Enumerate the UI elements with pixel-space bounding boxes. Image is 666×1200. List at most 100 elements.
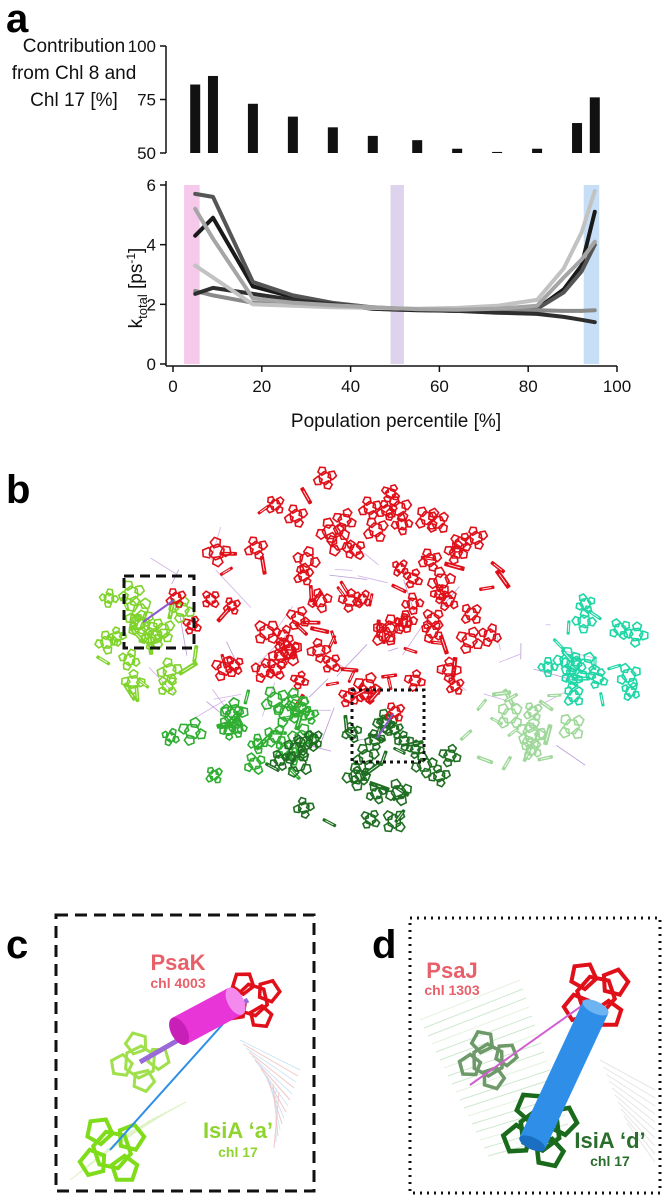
edge-detail [482, 587, 492, 590]
bar-ylabel-line-1: Contribution [23, 36, 125, 57]
bar-axes: 50 75 100 [128, 37, 167, 163]
pyrrole-ring [386, 702, 397, 712]
pyrrole-ring [368, 728, 378, 739]
chlorophyll-glyph [523, 702, 543, 721]
pyrrole-ring [275, 670, 285, 681]
pyrrole-ring [378, 519, 389, 532]
connection-line [213, 693, 242, 700]
pyrrole-ring [297, 605, 308, 617]
edge-detail [313, 628, 326, 632]
bar [532, 148, 543, 153]
macrocycle-ring [348, 543, 362, 557]
pyrrole-ring [152, 618, 164, 630]
pyrrole-ring [399, 730, 408, 739]
bar [247, 103, 258, 153]
pyrrole-ring [215, 767, 224, 776]
macrocycle-ring [223, 724, 235, 737]
pyrrole-ring [350, 695, 360, 705]
macrocycle-ring [387, 813, 402, 830]
pyrrole-ring [117, 1122, 147, 1152]
chlorophyll-edge-glyph [219, 566, 233, 576]
edge-detail [310, 588, 312, 599]
macrocycle-ring [273, 754, 287, 767]
pyrrole-ring [619, 662, 631, 674]
line-xtick-label: 40 [341, 377, 360, 396]
chlorophyll-edge-glyph [300, 486, 313, 505]
pyrrole-ring [257, 978, 282, 1004]
bar [190, 84, 201, 153]
highlight-band [390, 185, 404, 364]
macrocycle-ring [448, 545, 464, 559]
pyrrole-ring [397, 526, 407, 536]
macrocycle-ring [390, 500, 407, 517]
pyrrole-ring [416, 677, 426, 687]
chlorophyll-edge-glyph [134, 684, 140, 702]
pyrrole-ring [290, 641, 303, 654]
chlorophyll-glyph [289, 670, 310, 691]
pyrrole-ring [287, 504, 299, 515]
pyrrole-ring [528, 716, 541, 729]
bar-chart: Contribution from Chl 8 and Chl 17 [%] 5… [12, 36, 600, 163]
bg-line [123, 1101, 187, 1136]
pyrrole-ring [496, 716, 509, 729]
edge-detail [448, 564, 461, 569]
chlorophyll-glyph [292, 545, 321, 574]
pyrrole-ring [346, 517, 357, 528]
panel-c-molecules [77, 972, 282, 1182]
chlorophyll-glyph [421, 620, 444, 644]
chlorophyll-edge-glyph [507, 727, 520, 737]
chlorophyll-edge-glyph [391, 583, 407, 594]
pyrrole-ring [297, 796, 307, 806]
macrocycle-ring [566, 657, 581, 673]
cylinder-end [519, 1135, 546, 1152]
pyrrole-ring [596, 667, 606, 678]
bg-line [254, 1059, 291, 1101]
pyrrole-ring [405, 619, 413, 629]
pyrrole-ring [234, 657, 244, 667]
chlorophyll-edge-glyph [490, 560, 506, 574]
pyrrole-ring [472, 603, 482, 614]
edge-detail [303, 490, 310, 501]
line-xtick-label: 80 [519, 377, 538, 396]
macrocycle-ring [394, 562, 407, 574]
edge-detail [261, 559, 265, 571]
macrocycle-ring [247, 756, 262, 771]
connection-line [329, 574, 368, 580]
pyrrole-ring [232, 705, 245, 717]
chlorophyll-glyph [351, 765, 370, 786]
macrocycle-ring [363, 500, 377, 516]
macrocycle-ring [375, 626, 393, 642]
network-connections [142, 526, 596, 766]
pyrrole-ring [194, 728, 207, 740]
pyrrole-ring [300, 677, 310, 686]
ylabel-close: ] [126, 248, 147, 253]
pyrrole-ring [353, 725, 363, 735]
bg-line [248, 1051, 295, 1089]
pyrrole-ring [299, 763, 312, 776]
pyrrole-ring [109, 1052, 135, 1077]
pyrrole-ring [152, 634, 163, 644]
line-xtick-label: 60 [430, 377, 449, 396]
panel-letter-c: c [6, 923, 28, 967]
pyrrole-ring [276, 735, 287, 746]
pyrrole-ring [284, 634, 295, 644]
pyrrole-ring [355, 541, 366, 551]
edge-detail [395, 748, 404, 753]
chlorophyll-glyph [460, 603, 482, 625]
chlorophyll-glyph [332, 507, 357, 533]
pyrrole-ring [283, 513, 295, 524]
pyrrole-ring [433, 609, 444, 620]
chlorophyll-edge-glyph [257, 504, 270, 515]
pyrrole-ring [264, 686, 277, 699]
chlorophyll-edge-glyph [327, 635, 337, 649]
pyrrole-ring [307, 741, 319, 753]
cylinder-end [582, 999, 609, 1016]
pyrrole-ring [287, 687, 299, 699]
bg-line [239, 1039, 301, 1071]
pyrrole-ring [543, 668, 553, 678]
pyrrole-ring [390, 778, 402, 790]
pyrrole-ring [356, 743, 369, 755]
highlight-band [184, 185, 200, 364]
chlorophyll-glyph [306, 637, 332, 664]
pyrrole-ring [255, 672, 266, 684]
